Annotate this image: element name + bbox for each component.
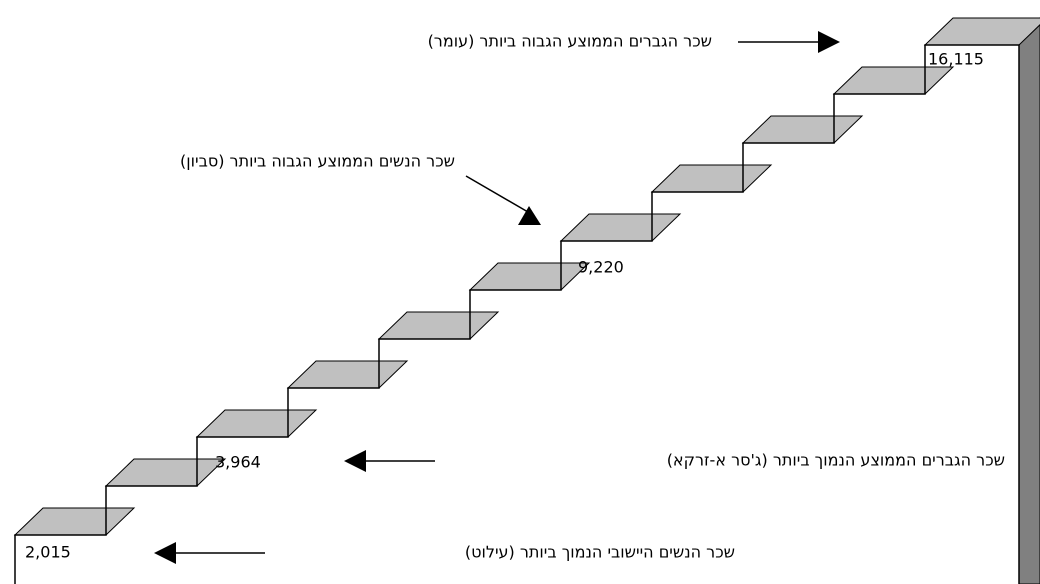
step-tread bbox=[13, 507, 136, 536]
step-tread bbox=[832, 66, 955, 95]
step-tread bbox=[377, 311, 500, 340]
arrow-head bbox=[344, 450, 366, 472]
step-tread bbox=[923, 17, 1040, 46]
step-label: 2,015 bbox=[25, 543, 71, 562]
step-tread bbox=[741, 115, 864, 144]
step-label: 3,964 bbox=[215, 453, 261, 472]
step-tread bbox=[195, 409, 318, 438]
annotation: שכר הנשים הממוצע הגבוה ביותר (סביון) bbox=[180, 152, 455, 171]
arrow-head bbox=[154, 542, 176, 564]
step-tread bbox=[286, 360, 409, 389]
step-tread bbox=[650, 164, 773, 193]
arrow-head bbox=[818, 31, 840, 53]
step-tread bbox=[104, 458, 227, 487]
stair-outline bbox=[14, 44, 1020, 584]
arrow bbox=[465, 175, 529, 213]
step-tread bbox=[468, 262, 591, 291]
annotation: שכר הגברים הממוצע הגבוה ביותר (עומר) bbox=[428, 32, 712, 51]
steps bbox=[13, 17, 1040, 584]
step-label: 9,220 bbox=[578, 258, 624, 277]
annotation: שכר הגברים הממוצע הנמוך ביותר (ג'סר א-זר… bbox=[667, 451, 1005, 470]
arrow-head bbox=[518, 206, 541, 225]
annotation: שכר הנשים היישובי הנמוך ביותר (עילוט) bbox=[465, 543, 735, 562]
step-tread bbox=[559, 213, 682, 242]
side-face bbox=[1018, 17, 1040, 584]
step-label: 16,115 bbox=[928, 50, 984, 69]
